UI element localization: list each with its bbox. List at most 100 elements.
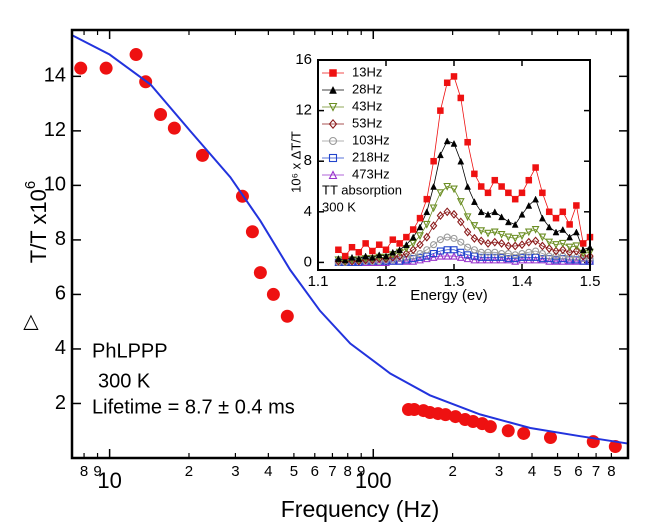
marker [504, 250, 512, 258]
marker [463, 227, 472, 237]
marker [477, 236, 485, 246]
marker [375, 258, 384, 266]
y-tick-label: 10 [44, 174, 66, 196]
marker [484, 238, 492, 248]
x-minor-tick-label: 6 [311, 463, 319, 480]
marker [436, 189, 445, 198]
marker [518, 189, 526, 197]
marker [450, 139, 458, 147]
marker [491, 253, 499, 261]
marker [518, 240, 526, 250]
marker [565, 256, 574, 265]
x-axis-label: Energy (ev) [410, 287, 488, 304]
marker [565, 247, 574, 257]
x-tick-label: 1.5 [580, 273, 601, 290]
marker [409, 239, 418, 248]
marker [518, 210, 526, 218]
marker [566, 256, 574, 264]
x-tick-label: 1.2 [376, 273, 397, 290]
marker [539, 189, 546, 197]
x-minor-tick-label: 9 [93, 463, 101, 480]
legend-label: 218Hz [352, 149, 390, 164]
marker [470, 233, 479, 243]
legend-label: 13Hz [352, 64, 382, 79]
marker [443, 251, 452, 260]
marker [382, 252, 390, 260]
data-point [483, 420, 497, 434]
data-point [439, 408, 453, 422]
marker [429, 253, 438, 261]
marker [457, 217, 465, 227]
marker [518, 253, 526, 261]
marker [532, 195, 540, 203]
marker [375, 257, 383, 265]
marker [416, 250, 424, 258]
marker [368, 253, 376, 261]
marker [559, 245, 567, 255]
x-tick-label: 10 [97, 468, 121, 493]
marker [457, 238, 465, 246]
marker [443, 207, 451, 217]
marker [572, 256, 581, 265]
marker [389, 248, 397, 256]
marker [375, 251, 383, 259]
marker [409, 255, 417, 263]
marker [430, 250, 438, 258]
legend-marker [329, 69, 337, 77]
marker [423, 246, 431, 254]
x-minor-tick-label: 8 [607, 463, 615, 480]
marker [505, 189, 512, 197]
marker [430, 182, 438, 190]
y-axis-label: T/T x106 [22, 181, 51, 264]
y-tick-label: 6 [55, 283, 66, 305]
data-point [167, 121, 181, 135]
legend-label: 103Hz [352, 132, 390, 147]
legend-marker [328, 118, 338, 130]
marker [498, 183, 505, 190]
marker [559, 208, 567, 216]
x-tick-label: 100 [355, 468, 392, 493]
marker [538, 255, 547, 264]
marker [552, 214, 560, 222]
marker [457, 248, 465, 256]
marker [504, 241, 513, 251]
data-point [501, 424, 515, 438]
marker [355, 249, 363, 256]
y-axis-label-exponent: 6 [22, 181, 39, 189]
x-minor-tick-label: 9 [357, 463, 365, 480]
marker [511, 234, 520, 243]
x-minor-tick-label: 7 [328, 463, 336, 480]
marker [341, 256, 349, 264]
marker [450, 251, 458, 260]
marker [334, 255, 342, 262]
marker [525, 253, 533, 261]
x-minor-tick-label: 2 [448, 463, 456, 480]
legend-label: 43Hz [352, 98, 382, 113]
marker [484, 253, 492, 261]
marker [518, 250, 526, 258]
x-minor-tick-label: 2 [185, 463, 193, 480]
marker [416, 253, 424, 261]
marker [484, 248, 492, 256]
marker [396, 240, 403, 247]
legend-label: 473Hz [352, 166, 390, 181]
y-tick-label: 12 [295, 102, 312, 119]
marker [545, 238, 554, 247]
marker [463, 213, 472, 222]
marker [532, 247, 540, 255]
marker [395, 251, 404, 261]
marker [538, 233, 547, 242]
marker [532, 164, 539, 171]
marker [396, 246, 404, 254]
marker [531, 225, 540, 234]
data-point [517, 426, 531, 440]
marker [456, 253, 465, 261]
marker [477, 208, 485, 216]
x-tick-label: 1.1 [308, 273, 329, 290]
marker [552, 256, 560, 264]
marker [525, 237, 533, 247]
marker [416, 232, 424, 241]
marker [552, 228, 560, 236]
marker [504, 255, 512, 263]
marker [355, 255, 363, 262]
